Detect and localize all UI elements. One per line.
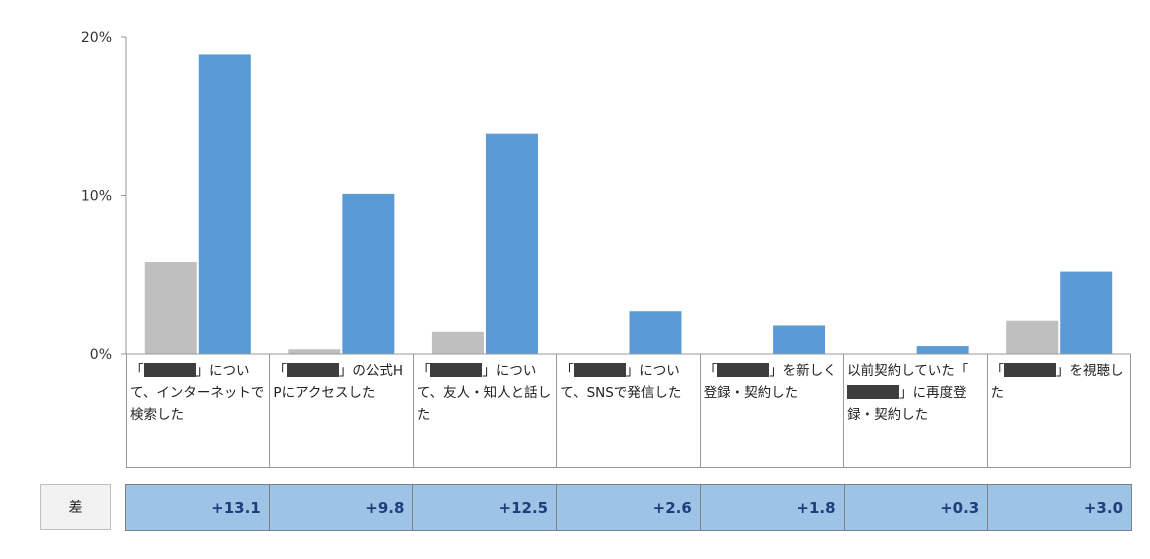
diff-value-5: +1.8 bbox=[699, 484, 845, 531]
category-label-5: 「」を新しく登録・契約した bbox=[699, 354, 845, 468]
category-label-prefix: 以前契約していた「 bbox=[847, 363, 969, 379]
bar-gray-7 bbox=[1006, 320, 1059, 354]
bar-gray-1 bbox=[144, 262, 197, 354]
category-label-suffix: 」を視聴した bbox=[990, 363, 1124, 401]
redaction-block bbox=[573, 363, 626, 377]
category-label-text: 「」の公式HPにアクセスした bbox=[273, 360, 410, 404]
bar-gray-3 bbox=[431, 331, 484, 354]
redaction-block bbox=[143, 363, 196, 377]
category-label-text: 「」を新しく登録・契約した bbox=[704, 360, 841, 404]
bar-blue-3 bbox=[485, 133, 538, 354]
diff-value-3: +12.5 bbox=[412, 484, 558, 531]
category-label-prefix: 「 bbox=[703, 363, 718, 379]
category-label-table: 「」について、インターネットで検索した「」の公式HPにアクセスした「」について、… bbox=[125, 354, 1132, 468]
category-label-2: 「」の公式HPにアクセスした bbox=[269, 354, 414, 468]
bar-gray-2 bbox=[288, 349, 341, 354]
bar-blue-5 bbox=[773, 325, 826, 354]
category-label-1: 「」について、インターネットで検索した bbox=[125, 354, 271, 468]
bar-blue-6 bbox=[916, 346, 969, 354]
category-label-prefix: 「 bbox=[416, 363, 431, 379]
category-label-text: 「」を視聴した bbox=[991, 360, 1128, 404]
category-label-prefix: 「 bbox=[273, 363, 287, 379]
redaction-block bbox=[286, 363, 339, 377]
redaction-block bbox=[717, 363, 770, 377]
diff-value-7: +3.0 bbox=[987, 484, 1132, 531]
category-label-suffix: 」について、SNSで発信した bbox=[560, 363, 682, 401]
category-label-suffix: 」について、友人・知人と話した bbox=[416, 363, 552, 423]
category-label-text: 「」について、SNSで発信した bbox=[560, 360, 697, 404]
diff-row-header: 差 bbox=[40, 484, 111, 530]
category-label-suffix: 」の公式HPにアクセスした bbox=[273, 363, 404, 401]
bar-blue-2 bbox=[342, 193, 395, 354]
category-label-prefix: 「 bbox=[130, 363, 144, 379]
redaction-block bbox=[1004, 363, 1057, 377]
category-label-text: 「」について、友人・知人と話した bbox=[417, 360, 554, 426]
diff-value-6: +0.3 bbox=[843, 484, 989, 531]
y-tick-label: 0% bbox=[90, 347, 112, 363]
bar-blue-4 bbox=[629, 311, 682, 354]
diff-value-1: +13.1 bbox=[125, 484, 270, 531]
bar-blue-1 bbox=[198, 54, 251, 355]
diff-table: +13.1 +9.8 +12.5 +2.6 +1.8 +0.3 +3.0 bbox=[125, 484, 1132, 531]
category-label-3: 「」について、友人・知人と話した bbox=[412, 354, 558, 468]
category-label-suffix: 」について、インターネットで検索した bbox=[130, 363, 265, 423]
y-tick-label: 10% bbox=[81, 189, 112, 205]
category-label-text: 「」について、インターネットで検索した bbox=[130, 360, 267, 426]
redaction-block bbox=[430, 363, 483, 377]
category-label-6: 以前契約していた「」に再度登録・契約した bbox=[843, 354, 988, 468]
category-label-prefix: 「 bbox=[990, 363, 1005, 379]
bar-blue-7 bbox=[1060, 271, 1113, 354]
category-label-suffix: 」に再度登録・契約した bbox=[847, 385, 967, 423]
y-tick-label: 20% bbox=[81, 30, 112, 46]
redaction-block bbox=[847, 385, 900, 399]
category-label-4: 「」について、SNSで発信した bbox=[556, 354, 701, 468]
category-label-text: 以前契約していた「」に再度登録・契約した bbox=[847, 360, 984, 426]
category-label-prefix: 「 bbox=[560, 363, 574, 379]
diff-value-4: +2.6 bbox=[556, 484, 701, 531]
category-label-suffix: 」を新しく登録・契約した bbox=[703, 363, 837, 401]
diff-value-2: +9.8 bbox=[268, 484, 414, 531]
category-label-7: 「」を視聴した bbox=[986, 354, 1132, 468]
